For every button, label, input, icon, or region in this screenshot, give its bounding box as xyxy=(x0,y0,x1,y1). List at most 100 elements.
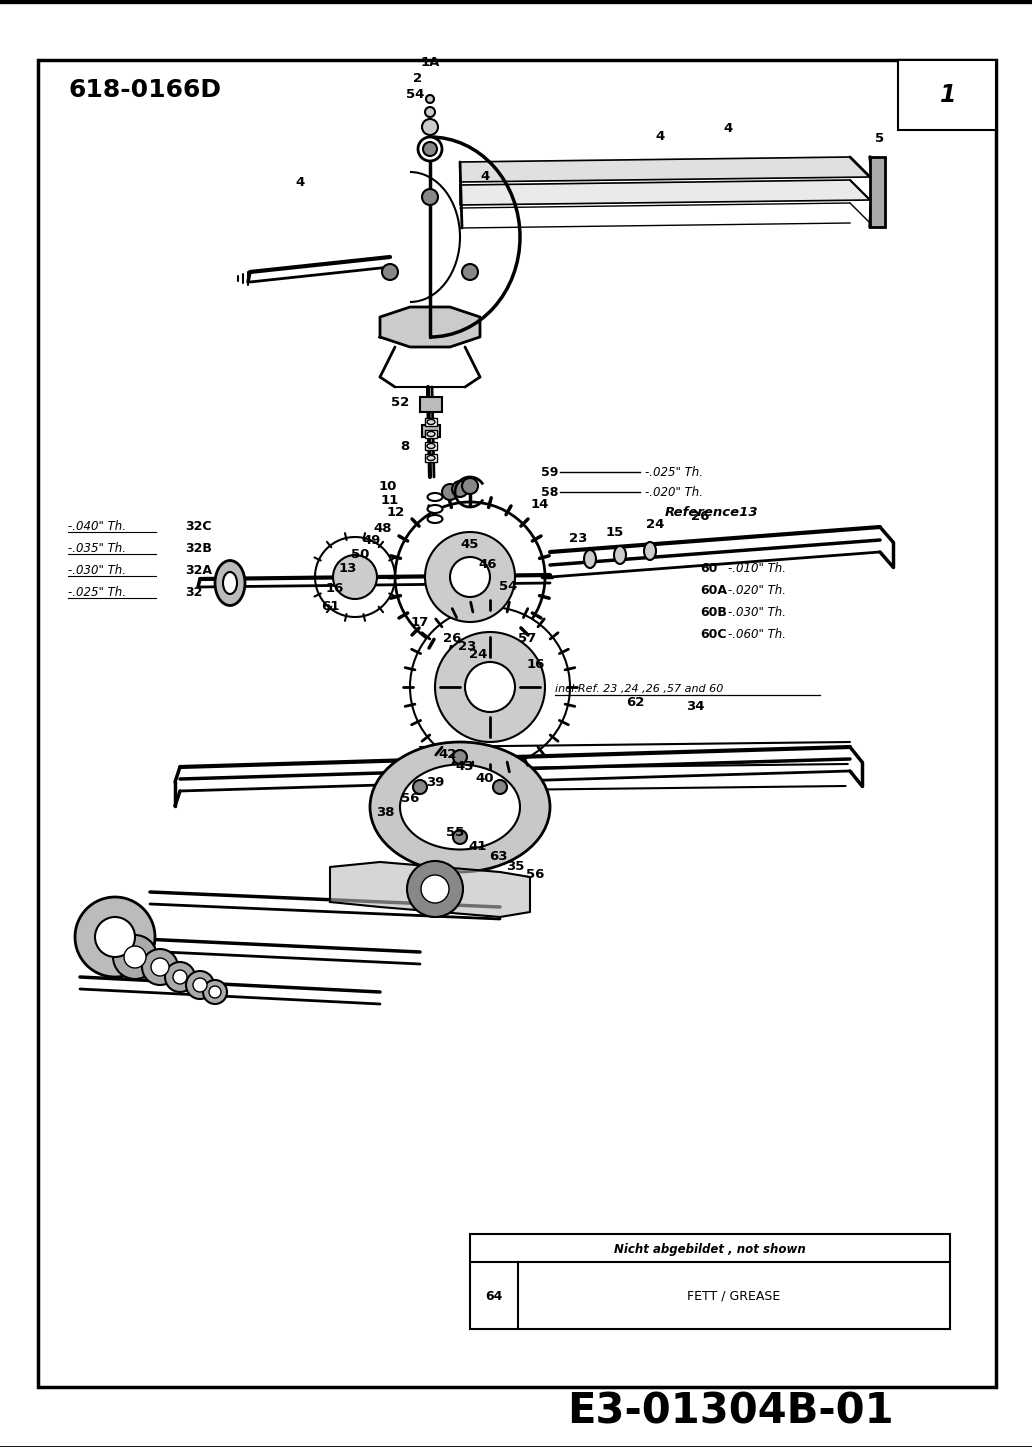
Text: 56: 56 xyxy=(526,868,544,881)
Text: 59: 59 xyxy=(541,466,558,479)
Circle shape xyxy=(465,661,515,712)
Circle shape xyxy=(165,962,195,993)
Text: 32A: 32A xyxy=(185,564,212,577)
Text: 49: 49 xyxy=(363,534,381,547)
Bar xyxy=(870,158,885,227)
Text: 42: 42 xyxy=(439,748,457,761)
Text: -.035" Th.: -.035" Th. xyxy=(68,543,126,556)
Text: Reference13: Reference13 xyxy=(665,505,759,518)
Circle shape xyxy=(124,946,146,968)
Circle shape xyxy=(421,875,449,903)
Text: 26: 26 xyxy=(443,632,461,645)
Bar xyxy=(425,441,437,450)
Text: 23: 23 xyxy=(569,532,587,546)
Circle shape xyxy=(382,263,398,281)
Text: 35: 35 xyxy=(506,861,524,874)
Circle shape xyxy=(112,935,157,980)
Circle shape xyxy=(453,750,467,764)
Text: 618-0166D: 618-0166D xyxy=(68,78,221,101)
Circle shape xyxy=(315,537,395,616)
Text: 50: 50 xyxy=(351,547,369,560)
Text: 16: 16 xyxy=(526,658,545,671)
Circle shape xyxy=(422,190,438,205)
Text: -.025" Th.: -.025" Th. xyxy=(645,466,703,479)
Text: 38: 38 xyxy=(376,806,394,819)
Circle shape xyxy=(462,263,478,281)
Text: 40: 40 xyxy=(476,773,494,786)
Text: 17: 17 xyxy=(411,615,429,628)
Circle shape xyxy=(425,107,436,117)
Circle shape xyxy=(426,96,434,103)
Ellipse shape xyxy=(427,420,436,424)
Ellipse shape xyxy=(223,572,237,595)
Text: 16: 16 xyxy=(326,583,345,596)
Text: 62: 62 xyxy=(625,696,644,709)
Circle shape xyxy=(450,557,490,598)
Ellipse shape xyxy=(584,550,596,569)
Text: 8: 8 xyxy=(400,440,410,453)
Text: -.020" Th.: -.020" Th. xyxy=(645,486,703,499)
Circle shape xyxy=(422,119,438,135)
Text: 24: 24 xyxy=(469,648,487,661)
Bar xyxy=(425,430,437,438)
Circle shape xyxy=(151,958,169,975)
Text: 46: 46 xyxy=(479,559,497,572)
Text: 56: 56 xyxy=(400,793,419,806)
Bar xyxy=(898,59,996,130)
Bar xyxy=(420,396,442,412)
Circle shape xyxy=(186,971,214,998)
Circle shape xyxy=(193,978,207,993)
Text: 45: 45 xyxy=(461,538,479,551)
Circle shape xyxy=(75,897,155,977)
Circle shape xyxy=(413,780,427,794)
Text: 26: 26 xyxy=(690,511,709,524)
Ellipse shape xyxy=(427,505,443,514)
Text: E3-01304B-01: E3-01304B-01 xyxy=(567,1391,894,1433)
Text: 43: 43 xyxy=(456,761,475,774)
Text: 64: 64 xyxy=(485,1289,503,1302)
Text: -.025" Th.: -.025" Th. xyxy=(68,586,126,599)
Text: 4: 4 xyxy=(723,123,733,136)
Circle shape xyxy=(410,606,570,767)
Circle shape xyxy=(442,483,458,501)
Circle shape xyxy=(418,137,442,161)
Ellipse shape xyxy=(427,515,443,522)
Text: 60: 60 xyxy=(700,563,717,576)
Text: 1: 1 xyxy=(940,82,957,107)
Text: 32: 32 xyxy=(185,586,202,599)
Circle shape xyxy=(423,142,437,156)
Text: 5: 5 xyxy=(875,133,884,146)
Ellipse shape xyxy=(427,431,436,437)
Text: incl.Ref. 23 ,24 ,26 ,57 and 60: incl.Ref. 23 ,24 ,26 ,57 and 60 xyxy=(555,684,723,695)
Text: 24: 24 xyxy=(646,518,665,531)
Ellipse shape xyxy=(644,543,656,560)
Text: 11: 11 xyxy=(381,495,399,508)
Circle shape xyxy=(395,502,545,653)
Ellipse shape xyxy=(370,742,550,873)
Text: 39: 39 xyxy=(426,776,444,789)
Text: 63: 63 xyxy=(489,851,508,864)
Ellipse shape xyxy=(427,493,443,501)
Text: -.020" Th.: -.020" Th. xyxy=(728,585,786,598)
Text: 15: 15 xyxy=(606,525,624,538)
Text: 60B: 60B xyxy=(700,606,727,619)
Circle shape xyxy=(436,632,545,742)
Ellipse shape xyxy=(427,456,436,460)
Circle shape xyxy=(203,980,227,1004)
Polygon shape xyxy=(460,179,870,205)
Text: 14: 14 xyxy=(530,499,549,511)
Text: 4: 4 xyxy=(655,130,665,143)
Circle shape xyxy=(453,831,467,844)
Text: 55: 55 xyxy=(446,825,464,838)
Text: -.060" Th.: -.060" Th. xyxy=(728,628,786,641)
Text: 41: 41 xyxy=(469,841,487,854)
Circle shape xyxy=(173,969,187,984)
Polygon shape xyxy=(380,307,480,347)
Text: -.040" Th.: -.040" Th. xyxy=(68,521,126,534)
Ellipse shape xyxy=(400,764,520,849)
Text: 23: 23 xyxy=(458,641,476,654)
Ellipse shape xyxy=(427,443,436,449)
Circle shape xyxy=(493,780,507,794)
Text: 10: 10 xyxy=(379,480,397,493)
Text: 54: 54 xyxy=(406,88,424,101)
